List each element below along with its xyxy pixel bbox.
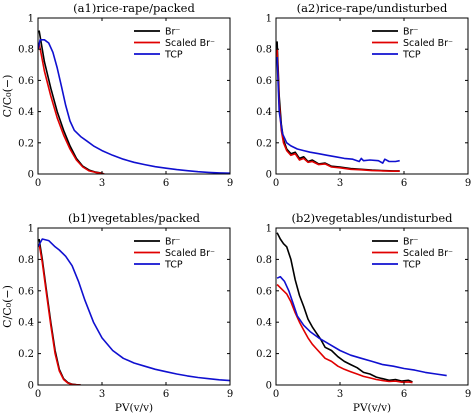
y-tick-label: 0.8 [18, 45, 34, 56]
series-line-2 [276, 275, 447, 377]
y-tick-label: 0 [28, 170, 34, 181]
x-tick-label: 0 [273, 389, 279, 400]
series-line-2 [38, 38, 230, 174]
x-tick-label: 0 [35, 389, 41, 400]
legend-label-2: TCP [164, 50, 183, 61]
legend-label-1: Scaled Br⁻ [403, 38, 453, 49]
x-tick-label: 9 [227, 178, 233, 189]
legend-label-2: TCP [402, 50, 421, 61]
y-tick-label: 0 [266, 170, 272, 181]
x-tick-label: 9 [465, 178, 471, 189]
series-line-1 [276, 49, 400, 172]
series-line-1 [38, 42, 105, 174]
panel-title: (a1)rice-rape/packed [73, 1, 195, 15]
y-tick-label: 0.4 [256, 318, 272, 329]
panel-a2: (a2)rice-rape/undisturbed 0 3 6 9 0 0.2 0.4 0.6 0… [256, 1, 471, 189]
y-tick-label: 0.6 [18, 286, 34, 297]
panel-b2: (b2)vegetables/undisturbed 0 3 6 9 0 0.2 0.4 0.6… [256, 211, 471, 414]
legend-label-2: TCP [164, 260, 183, 271]
panel-title: (b2)vegetables/undisturbed [291, 211, 453, 225]
y-tick-label: 1 [28, 14, 34, 25]
y-tick-label: 0.2 [18, 138, 34, 149]
x-tick-label: 6 [401, 178, 407, 189]
y-axis-label: C/C₀(−) [1, 75, 14, 118]
series-line-2 [38, 238, 230, 382]
x-tick-label: 0 [273, 178, 279, 189]
series-group [276, 232, 447, 384]
x-tick-label: 3 [99, 389, 105, 400]
panel-a1: (a1)rice-rape/packed 0 3 6 9 0 0.2 0.4 0.6 0.8 1 C/… [1, 1, 233, 189]
legend-label-1: Scaled Br⁻ [165, 248, 215, 259]
axes-frame [37, 17, 231, 175]
y-tick-label: 0.6 [18, 76, 34, 87]
y-tick-label: 0.6 [256, 286, 272, 297]
legend: Br⁻Scaled Br⁻TCP [130, 23, 225, 61]
x-tick-label: 9 [465, 389, 471, 400]
y-tick-label: 0.2 [256, 349, 272, 360]
y-tick-label: 0 [266, 381, 272, 392]
legend-label-2: TCP [402, 260, 421, 271]
y-tick-label: 0.8 [256, 45, 272, 56]
legend-label-0: Br⁻ [403, 27, 418, 38]
y-tick-label: 0 [28, 381, 34, 392]
series-group [38, 30, 230, 174]
y-axis-label: C/C₀(−) [1, 285, 14, 328]
legend-label-0: Br⁻ [165, 27, 180, 38]
panel-title: (a2)rice-rape/undisturbed [297, 1, 448, 15]
x-axis-label: PV(v/v) [115, 402, 153, 414]
x-tick-label: 3 [99, 178, 105, 189]
x-tick-label: 6 [401, 389, 407, 400]
y-tick-label: 0.2 [18, 349, 34, 360]
series-line-1 [276, 283, 413, 384]
series-line-0 [38, 238, 81, 385]
y-tick-label: 0.8 [18, 255, 34, 266]
y-tick-label: 1 [266, 14, 272, 25]
x-tick-label: 3 [337, 178, 343, 189]
series-line-0 [276, 232, 413, 383]
series-line-2 [276, 56, 400, 164]
legend: Br⁻Scaled Br⁻TCP [130, 233, 225, 271]
panel-b1: (b1)vegetables/packed 0 3 6 9 0 0.2 0.4 0.6 0.8 1 P… [1, 211, 233, 414]
x-tick-label: 3 [337, 389, 343, 400]
legend: Br⁻Scaled Br⁻TCP [368, 23, 463, 61]
y-tick-label: 1 [266, 224, 272, 235]
legend: Br⁻Scaled Br⁻TCP [368, 233, 463, 271]
series-group [276, 41, 400, 172]
axes-frame [275, 227, 469, 386]
axes-frame [37, 227, 231, 386]
legend-label-1: Scaled Br⁻ [165, 38, 215, 49]
axes-frame [275, 17, 469, 175]
x-axis-label: PV(v/v) [353, 402, 391, 414]
y-tick-label: 1 [28, 224, 34, 235]
panel-title: (b1)vegetables/packed [68, 211, 201, 225]
y-tick-label: 0.6 [256, 76, 272, 87]
y-tick-label: 0.4 [18, 107, 34, 118]
x-tick-label: 0 [35, 178, 41, 189]
legend-label-1: Scaled Br⁻ [403, 248, 453, 259]
legend-label-0: Br⁻ [165, 237, 180, 248]
y-tick-label: 0.2 [256, 138, 272, 149]
x-tick-label: 9 [227, 389, 233, 400]
x-tick-label: 6 [163, 178, 169, 189]
y-tick-label: 0.4 [18, 318, 34, 329]
legend-label-0: Br⁻ [403, 237, 418, 248]
series-line-1 [38, 243, 81, 385]
y-tick-label: 0.4 [256, 107, 272, 118]
x-tick-label: 6 [163, 389, 169, 400]
y-tick-label: 0.8 [256, 255, 272, 266]
